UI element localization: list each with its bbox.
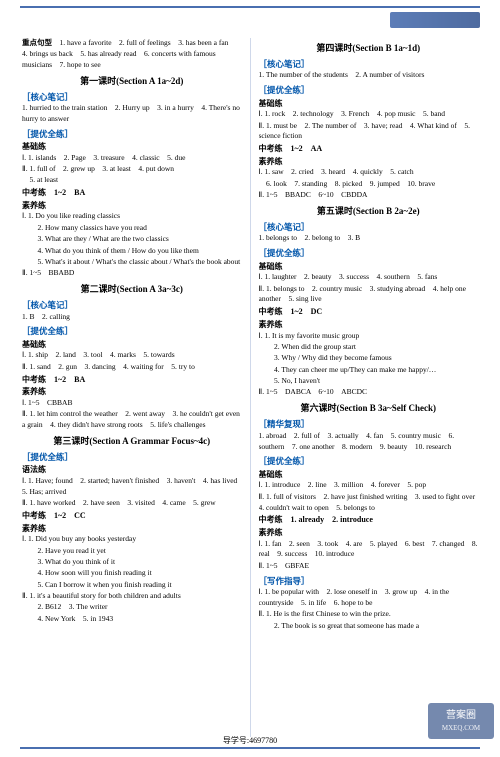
sec1-suyang-label: 素养练 bbox=[22, 200, 242, 212]
sec5-sy-3: 4. They can cheer me up/They can make me… bbox=[259, 365, 479, 376]
sec5-suyang-label: 素养练 bbox=[259, 319, 479, 331]
sec5-sy-2: 3. Why / Why did they become famous bbox=[259, 353, 479, 364]
sec1-sy-1: 2. How many classics have you read bbox=[22, 223, 242, 234]
sec3-sy-2: 3. What do you think of it bbox=[22, 557, 242, 568]
sec5-zhongkao-label: 中考练 1~2 DC bbox=[259, 306, 479, 318]
watermark-line1: 营案圈 bbox=[446, 709, 476, 724]
sec2-jichu-1: Ⅱ. 1. sand 2. gun 3. dancing 4. waiting … bbox=[22, 362, 242, 373]
sec6-xz-1: Ⅱ. 1. He is the first Chinese to win the… bbox=[259, 609, 479, 620]
sec3-tiyou-label: 提优全练 bbox=[22, 451, 242, 463]
sec3-title: 第三课时(Section A Grammar Focus~4c) bbox=[22, 435, 242, 448]
sec6-sy-1: Ⅱ. 1~5 GBFAE bbox=[259, 561, 479, 572]
sec5-title: 第五课时(Section B 2a~2e) bbox=[259, 205, 479, 218]
sec4-suyang-label: 素养练 bbox=[259, 156, 479, 168]
watermark-line2: MXEQ.COM bbox=[442, 723, 480, 733]
sec6-jinghua: 1. abroad 2. full of 3. actually 4. fan … bbox=[259, 431, 479, 453]
sec4-jichu-label: 基础练 bbox=[259, 98, 479, 110]
sec6-jichu-label: 基础练 bbox=[259, 469, 479, 481]
sec6-suyang-label: 素养练 bbox=[259, 527, 479, 539]
sec2-hexin-label: 核心笔记 bbox=[22, 299, 242, 311]
sec1-tiyou-label: 提优全练 bbox=[22, 128, 242, 140]
sec2-title: 第二课时(Section A 3a~3c) bbox=[22, 283, 242, 296]
sec5-jichu-1: Ⅱ. 1. belongs to 2. country music 3. stu… bbox=[259, 284, 479, 306]
sec4-zhongkao-label: 中考练 1~2 AA bbox=[259, 143, 479, 155]
sec5-sy-5: Ⅱ. 1~5 DABCA 6~10 ABCDC bbox=[259, 387, 479, 398]
right-column: 第四课时(Section B 1a~1d) 核心笔记 1. The number… bbox=[259, 38, 479, 737]
sec2-suyang-label: 素养练 bbox=[22, 386, 242, 398]
sec2-tiyou-label: 提优全练 bbox=[22, 325, 242, 337]
top-decoration bbox=[390, 12, 480, 28]
page-body: 重点句型 1. have a favorite 2. full of feeli… bbox=[22, 38, 478, 737]
sec4-tiyou-label: 提优全练 bbox=[259, 84, 479, 96]
sec5-sy-4: 5. No, I haven't bbox=[259, 376, 479, 387]
sec6-jichu-0: Ⅰ. 1. introduce 2. line 3. million 4. fo… bbox=[259, 480, 479, 491]
sec3-yufa-1: Ⅱ. 1. have worked 2. have seen 3. visite… bbox=[22, 498, 242, 509]
sec1-sy-3: 4. What do you think of them / How do yo… bbox=[22, 246, 242, 257]
sec2-sy-0: Ⅰ. 1~5 CBBAB bbox=[22, 398, 242, 409]
bottom-border bbox=[20, 747, 480, 749]
sec6-jinghua-label: 精华复现 bbox=[259, 418, 479, 430]
sec1-sy-2: 3. What are they / What are the two clas… bbox=[22, 234, 242, 245]
left-column: 重点句型 1. have a favorite 2. full of feeli… bbox=[22, 38, 242, 737]
sec1-title: 第一课时(Section A 1a~2d) bbox=[22, 75, 242, 88]
sec4-sy-1: 6. look 7. standing 8. picked 9. jumped … bbox=[259, 179, 479, 190]
sec6-title: 第六课时(Section B 3a~Self Check) bbox=[259, 402, 479, 415]
sec3-zhongkao-label: 中考练 1~2 CC bbox=[22, 510, 242, 522]
sec5-hexin-label: 核心笔记 bbox=[259, 221, 479, 233]
sec3-yufa-0: Ⅰ. 1. Have; found 2. started; haven't fi… bbox=[22, 476, 242, 498]
sec2-jichu-label: 基础练 bbox=[22, 339, 242, 351]
sec3-sy-5: Ⅱ. 1. it's a beautiful story for both ch… bbox=[22, 591, 242, 602]
sec2-zhongkao-label: 中考练 1~2 BA bbox=[22, 374, 242, 386]
top-border bbox=[20, 6, 480, 8]
sec3-sy-6: 2. B612 3. The writer bbox=[22, 602, 242, 613]
sec3-sy-0: Ⅰ. 1. Did you buy any books yesterday bbox=[22, 534, 242, 545]
sec5-hexin: 1. belongs to 2. belong to 3. B bbox=[259, 233, 479, 244]
sec4-hexin: 1. The number of the students 2. A numbe… bbox=[259, 70, 479, 81]
sec6-tiyou-label: 提优全练 bbox=[259, 455, 479, 467]
sec1-hexin: 1. hurried to the train station 2. Hurry… bbox=[22, 103, 242, 125]
sec2-hexin: 1. B 2. calling bbox=[22, 312, 242, 323]
sec2-sy-1: Ⅱ. 1. let him control the weather 2. wen… bbox=[22, 409, 242, 431]
sec4-jichu-0: Ⅰ. 1. rock 2. technology 3. French 4. po… bbox=[259, 109, 479, 120]
sec4-sy-2: Ⅱ. 1~5 BBADC 6~10 CBDDA bbox=[259, 190, 479, 201]
sec6-zhongkao-label: 中考练 1. already 2. introduce bbox=[259, 514, 479, 526]
sec1-sy-4: 5. What's it about / What's the classic … bbox=[22, 257, 242, 268]
sec6-jichu-1: Ⅱ. 1. full of visitors 2. have just fini… bbox=[259, 492, 479, 514]
sec5-jichu-label: 基础练 bbox=[259, 261, 479, 273]
sec6-xz-0: Ⅰ. 1. be popular with 2. lose oneself in… bbox=[259, 587, 479, 609]
sec5-tiyou-label: 提优全练 bbox=[259, 247, 479, 259]
sec1-hexin-label: 核心笔记 bbox=[22, 91, 242, 103]
sec4-jichu-1: Ⅱ. 1. must be 2. The number of 3. have; … bbox=[259, 121, 479, 143]
sec6-xiezuo-label: 写作指导 bbox=[259, 575, 479, 587]
sec1-jichu-2: 5. at least bbox=[22, 175, 242, 186]
sec1-sy-0: Ⅰ. 1. Do you like reading classics bbox=[22, 211, 242, 222]
sec3-sy-4: 5. Can I borrow it when you finish readi… bbox=[22, 580, 242, 591]
sec1-jichu-label: 基础练 bbox=[22, 141, 242, 153]
sec4-title: 第四课时(Section B 1a~1d) bbox=[259, 42, 479, 55]
sec1-zhongkao-label: 中考练 1~2 BA bbox=[22, 187, 242, 199]
sec3-sy-1: 2. Have you read it yet bbox=[22, 546, 242, 557]
sec3-yufa-label: 语法练 bbox=[22, 464, 242, 476]
sec4-sy-0: Ⅰ. 1. saw 2. cried 3. heard 4. quickly 5… bbox=[259, 167, 479, 178]
sec5-jichu-0: Ⅰ. 1. laughter 2. beauty 3. success 4. s… bbox=[259, 272, 479, 283]
sec3-sy-7: 4. New York 5. in 1943 bbox=[22, 614, 242, 625]
sec1-sy-5: Ⅱ. 1~5 BBABD bbox=[22, 268, 242, 279]
sec2-jichu-0: Ⅰ. 1. ship 2. land 3. tool 4. marks 5. t… bbox=[22, 350, 242, 361]
preamble-label: 重点句型 1. have a favorite 2. full of feeli… bbox=[22, 38, 242, 71]
sec1-jichu-0: Ⅰ. 1. islands 2. Page 3. treasure 4. cla… bbox=[22, 153, 242, 164]
sec6-sy-0: Ⅰ. 1. fan 2. seen 3. took 4. are 5. play… bbox=[259, 539, 479, 561]
sec3-suyang-label: 素养练 bbox=[22, 523, 242, 535]
column-divider bbox=[250, 38, 251, 737]
sec1-jichu-1: Ⅱ. 1. full of 2. grew up 3. at least 4. … bbox=[22, 164, 242, 175]
watermark-badge: 营案圈 MXEQ.COM bbox=[428, 703, 494, 739]
sec5-sy-1: 2. When did the group start bbox=[259, 342, 479, 353]
sec5-sy-0: Ⅰ. 1. It is my favorite music group bbox=[259, 331, 479, 342]
sec4-hexin-label: 核心笔记 bbox=[259, 58, 479, 70]
sec3-sy-3: 4. How soon will you finish reading it bbox=[22, 568, 242, 579]
sec6-xz-2: 2. The book is so great that someone has… bbox=[259, 621, 479, 632]
footer-text: 导学号:4697780 bbox=[0, 735, 500, 747]
